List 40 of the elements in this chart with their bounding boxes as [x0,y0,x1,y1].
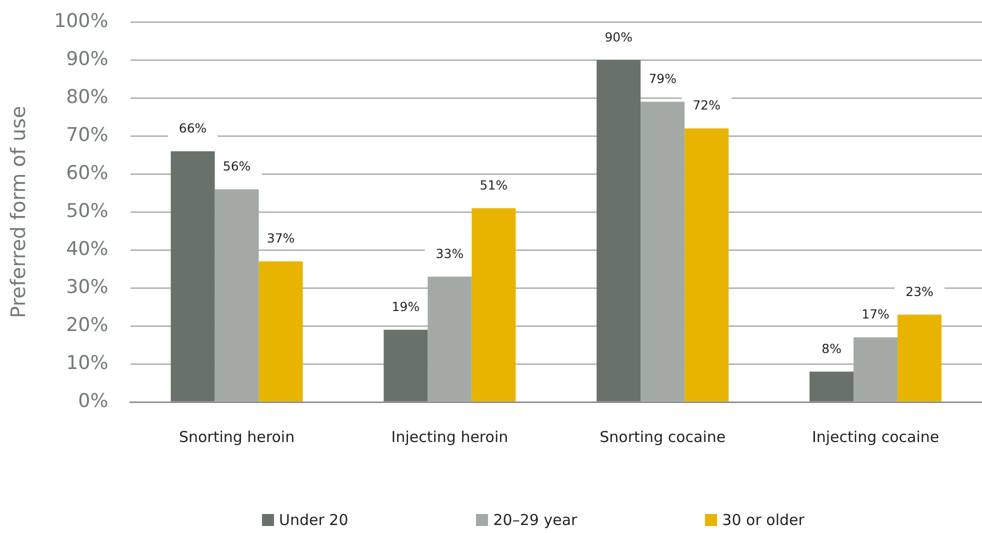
bar [684,128,729,402]
y-tick-label: 90% [66,48,108,70]
bar [258,261,303,402]
data-label: 72% [692,98,721,113]
y-tick-label: 20% [66,314,108,336]
data-label: 37% [266,230,295,246]
bar [170,151,215,402]
data-label: 56% [222,158,251,174]
data-label: 79% [648,71,677,86]
x-tick-label: Snorting cocaine [600,428,726,446]
y-tick-label: 10% [66,352,108,374]
legend-label: Under 20 [279,511,348,529]
bar [596,60,641,402]
x-tick-label: Injecting heroin [391,428,508,446]
y-tick-label: 0% [78,390,108,412]
y-tick-label: 30% [66,276,108,298]
bar [640,102,685,402]
y-tick-label: 70% [66,124,108,146]
bar [898,314,942,402]
data-label: 51% [480,177,508,192]
bar [472,208,516,402]
y-tick-label: 40% [66,238,108,260]
y-tick-label: 60% [66,162,108,184]
y-axis-title: Preferred form of use [6,106,30,318]
data-label: 23% [906,284,934,299]
y-tick-label: 100% [54,10,108,32]
y-tick-label: 50% [66,200,108,222]
data-label: 90% [604,29,633,44]
bar [810,372,854,402]
data-label: 19% [392,299,420,314]
legend-label: 20–29 year [493,511,578,529]
y-tick-label: 80% [66,86,108,108]
x-tick-label: Injecting cocaine [812,428,940,446]
data-label: 17% [862,306,890,322]
data-label: 33% [436,246,464,261]
bar [384,330,428,402]
legend-label: 30 or older [722,511,804,529]
x-tick-label: Snorting heroin [178,428,295,446]
data-label: 8% [822,340,842,356]
data-label: 66% [178,120,207,136]
